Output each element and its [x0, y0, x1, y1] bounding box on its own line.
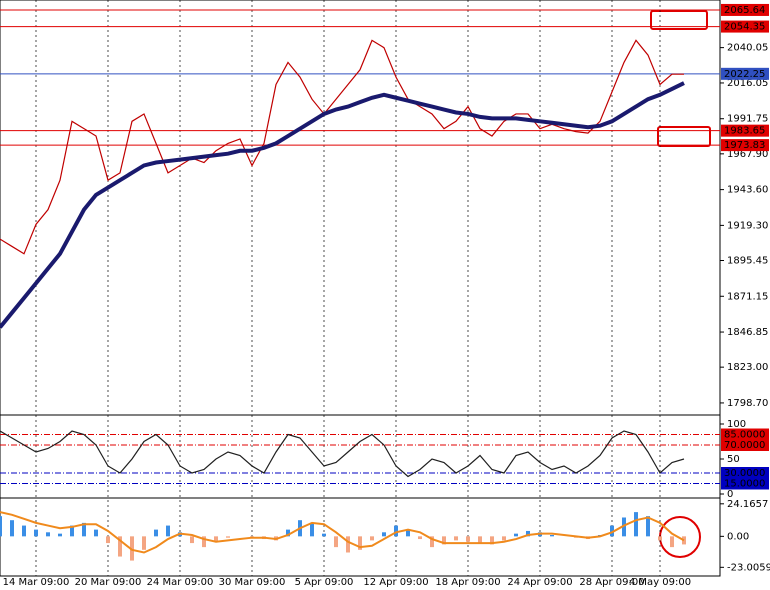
level-label: 1983.65: [724, 126, 765, 137]
x-tick-label: 28 Apr 09:00: [579, 577, 644, 588]
histogram-bar: [634, 512, 638, 537]
level-label: 15.0000: [724, 479, 765, 490]
histogram-bar: [454, 536, 458, 541]
level-label-bg: [721, 124, 769, 137]
histogram-bar: [622, 517, 626, 537]
x-tick-label: 24 Mar 09:00: [147, 577, 214, 588]
histogram-bar: [514, 533, 518, 537]
level-label: 2054.35: [724, 22, 765, 33]
histogram-bar: [34, 529, 38, 537]
x-tick-label: 14 Mar 09:00: [3, 577, 70, 588]
histogram-bar: [22, 525, 26, 537]
series-line: [0, 81, 685, 329]
histogram-bar: [406, 529, 410, 537]
histogram-bar: [70, 525, 74, 537]
x-tick-label: 18 Apr 09:00: [435, 577, 500, 588]
y-tick-label: 1943.60: [727, 185, 768, 196]
signal-line: [0, 511, 685, 554]
x-tick-label: 5 Apr 09:00: [295, 577, 354, 588]
level-label: 85.0000: [724, 430, 765, 441]
histogram-bar: [58, 533, 62, 537]
level-label-bg: [721, 477, 769, 490]
histogram-bar: [646, 516, 650, 537]
level-label-bg: [721, 428, 769, 441]
histogram-bar: [394, 525, 398, 537]
histogram-bar: [106, 536, 110, 544]
histogram-bar: [502, 536, 506, 541]
y-tick-label: 1895.45: [727, 255, 768, 266]
histogram-bar: [118, 536, 122, 557]
highlight-box: [650, 10, 708, 30]
histogram-bar: [142, 536, 146, 550]
level-label: 30.0000: [724, 468, 765, 479]
histogram-bar: [286, 529, 290, 537]
level-label-bg: [721, 3, 769, 16]
histogram-bar: [202, 536, 206, 548]
y-tick-label: 2040.05: [727, 43, 768, 54]
histogram-bar: [214, 536, 218, 542]
y-tick-label: 2016.05: [727, 78, 768, 89]
level-label: 2022.25: [724, 69, 765, 80]
x-tick-label: 4 May 09:00: [629, 577, 691, 588]
level-label-bg: [721, 20, 769, 33]
histogram-bar: [0, 516, 2, 537]
plot-frame: [0, 0, 721, 577]
level-label-bg: [721, 439, 769, 451]
histogram-bar: [346, 536, 350, 553]
histogram-bar: [322, 533, 326, 537]
histogram-bar: [190, 536, 194, 544]
histogram-bar: [466, 536, 470, 542]
histogram-bar: [430, 536, 434, 548]
histogram-bar: [46, 532, 50, 537]
level-label: 2065.64: [724, 5, 765, 16]
histogram-bar: [334, 536, 338, 548]
y-tick-label: 1846.85: [727, 327, 768, 338]
level-label-bg: [721, 139, 769, 152]
y-tick-label: 1967.90: [727, 149, 768, 160]
y-tick-label: 1798.70: [727, 398, 768, 409]
level-label-bg: [721, 67, 769, 80]
y-tick-label: 50: [727, 454, 740, 465]
y-tick-label: 1871.15: [727, 291, 768, 302]
x-tick-label: 12 Apr 09:00: [363, 577, 428, 588]
y-tick-label: 1919.30: [727, 220, 768, 231]
y-tick-label: -23.0059: [727, 562, 770, 573]
histogram-bar: [82, 522, 86, 537]
highlight-box: [657, 126, 711, 147]
histogram-bar: [670, 536, 674, 548]
histogram-bar: [442, 536, 446, 545]
series-line: [0, 430, 685, 478]
histogram-bar: [382, 532, 386, 537]
x-tick-label: 24 Apr 09:00: [507, 577, 572, 588]
histogram-bar: [130, 536, 134, 561]
histogram-bar: [94, 529, 98, 537]
histogram-bar: [610, 525, 614, 537]
histogram-bar: [310, 522, 314, 537]
y-tick-label: 0.00: [727, 531, 749, 542]
histogram-bar: [10, 520, 14, 537]
histogram-bar: [418, 536, 422, 540]
histogram-bar: [370, 536, 374, 541]
y-tick-label: 100: [727, 419, 746, 430]
series-line: [0, 39, 684, 255]
histogram-bar: [550, 535, 554, 537]
histogram-bar: [358, 536, 362, 550]
histogram-bar: [526, 530, 530, 537]
histogram-bar: [166, 525, 170, 537]
level-label-bg: [721, 467, 769, 479]
y-tick-label: 24.1657: [727, 499, 768, 510]
histogram-bar: [658, 536, 662, 541]
y-tick-label: 0: [727, 489, 733, 500]
histogram-bar: [478, 536, 482, 544]
histogram-bar: [226, 536, 230, 538]
x-tick-label: 20 Mar 09:00: [75, 577, 142, 588]
y-tick-label: 1991.75: [727, 114, 768, 125]
histogram-bar: [490, 536, 494, 545]
level-label: 70.0000: [724, 440, 765, 451]
x-tick-label: 30 Mar 09:00: [219, 577, 286, 588]
level-label: 1973.83: [724, 140, 765, 151]
y-tick-label: 1823.00: [727, 362, 768, 373]
histogram-bar: [154, 529, 158, 537]
